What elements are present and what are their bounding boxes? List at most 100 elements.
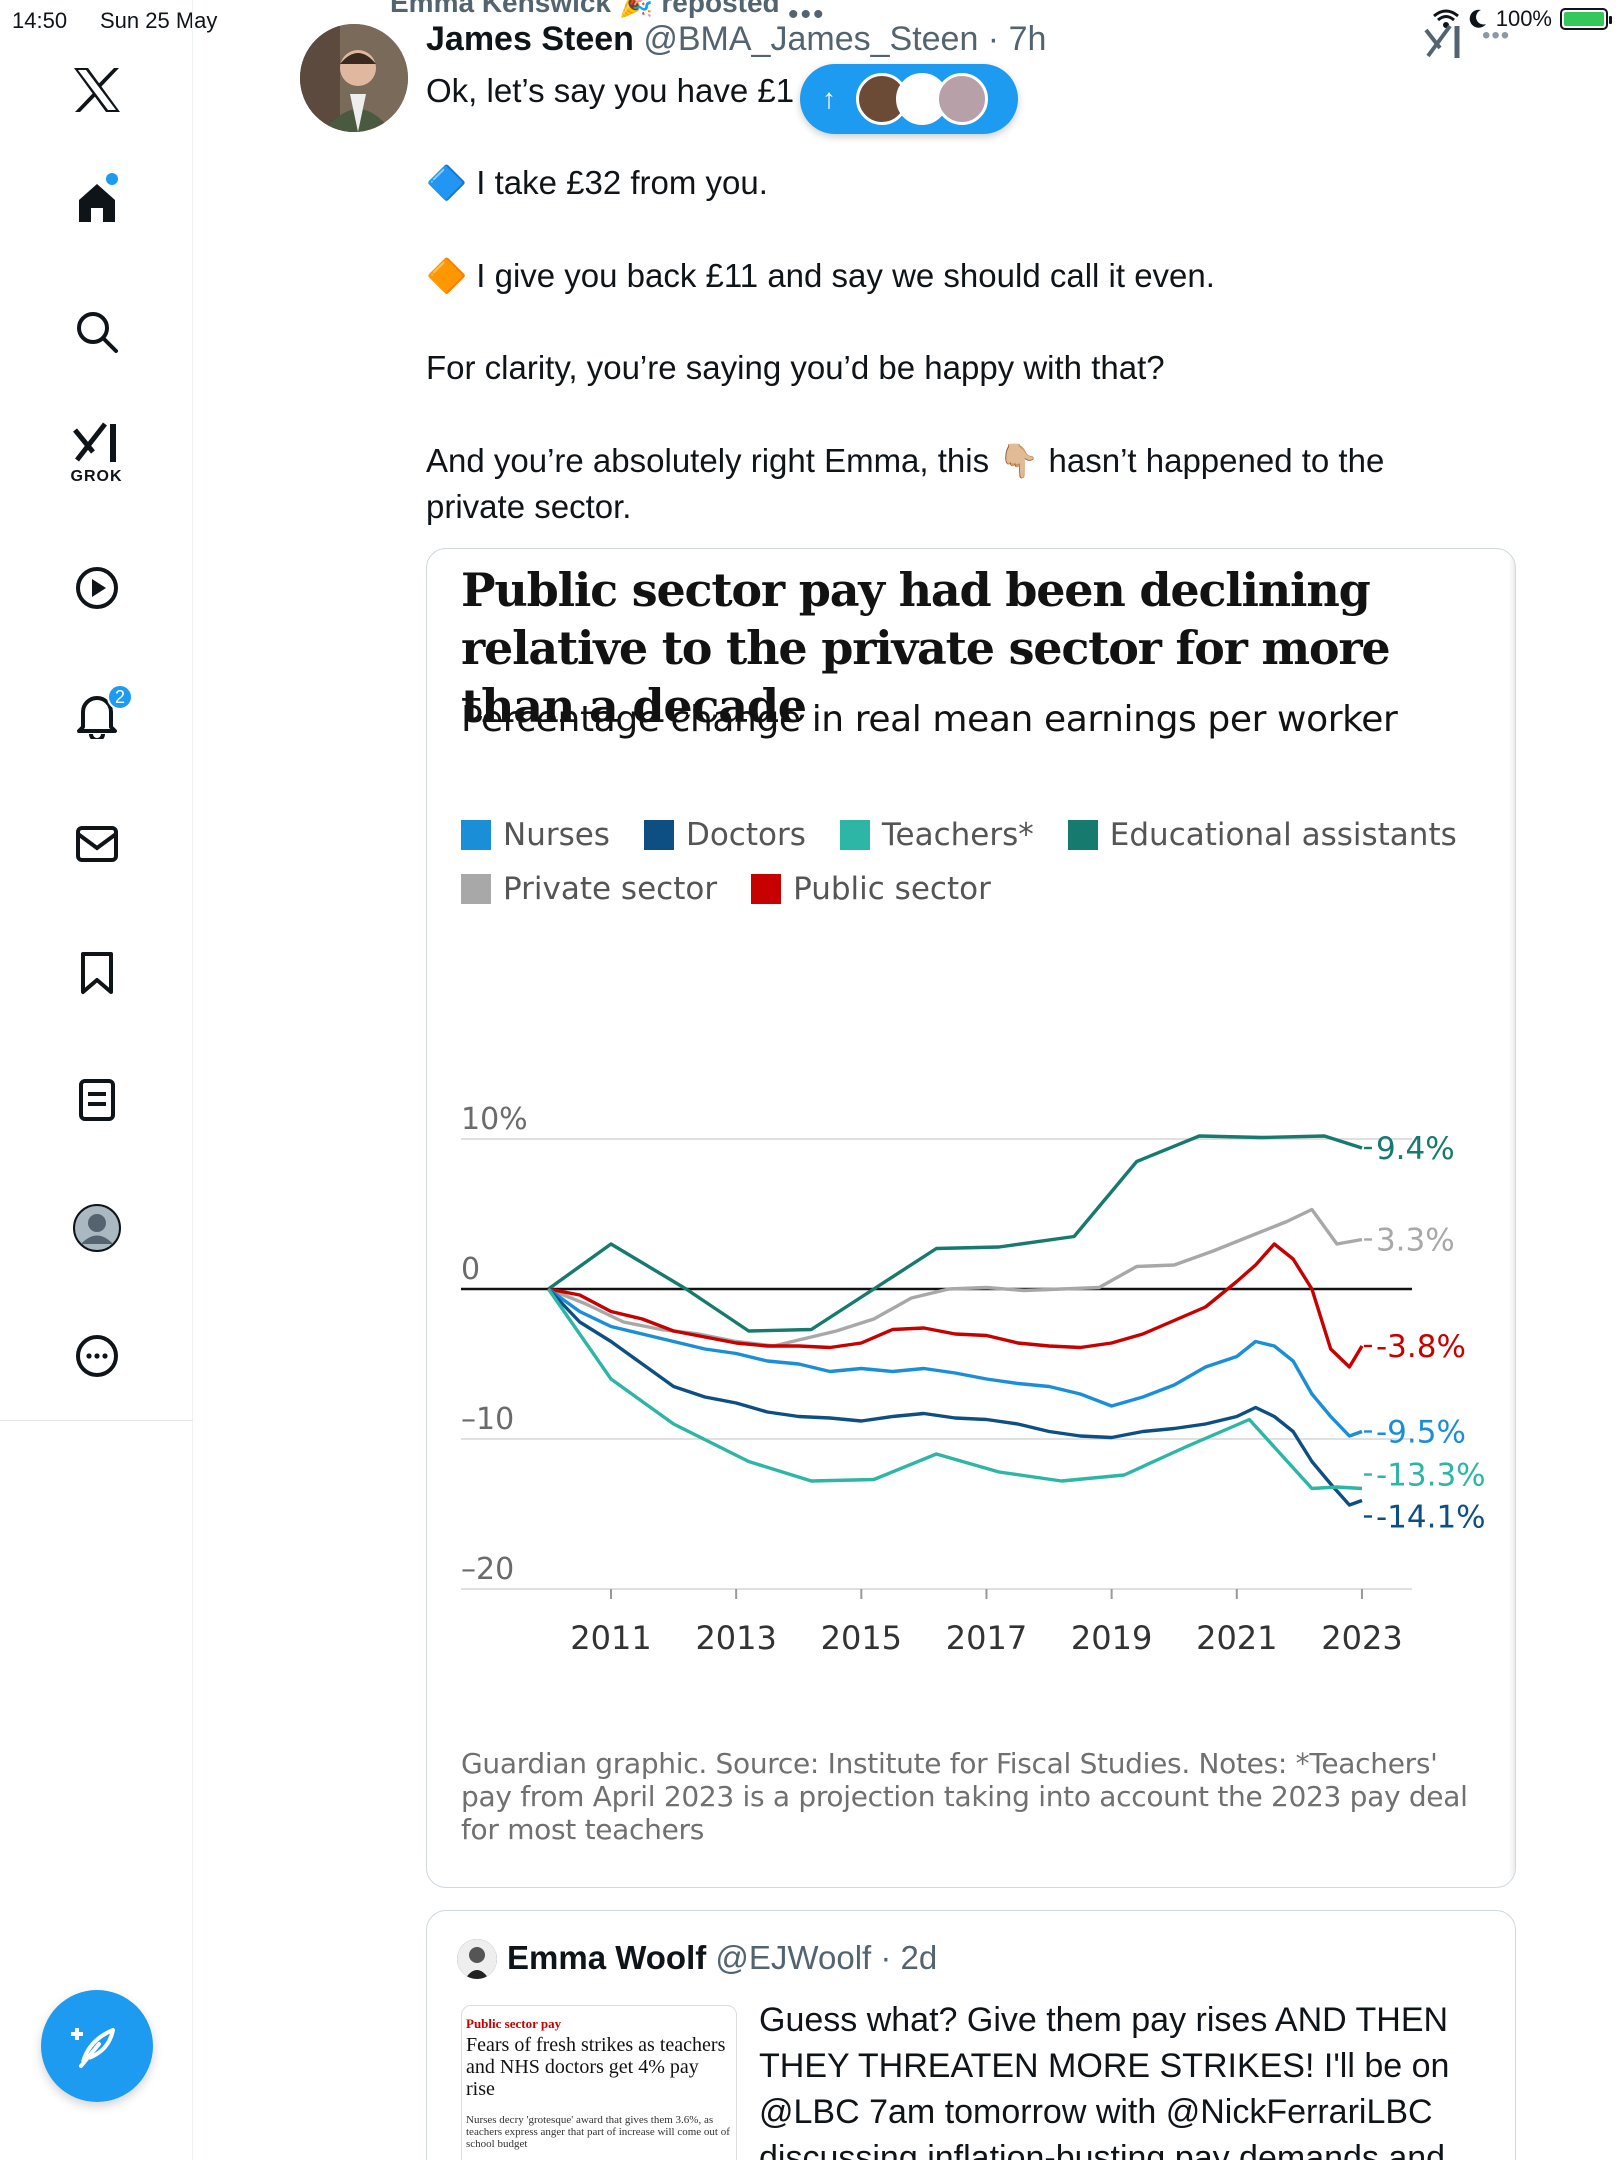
thumb-headline: Fears of fresh strikes as teachers and N… (466, 2034, 726, 2100)
nav-profile[interactable] (0, 1183, 193, 1273)
quote-author-name[interactable]: Emma Woolf (507, 1939, 707, 1976)
series-end-label: 3.3% (1376, 1223, 1455, 1259)
legend-swatch (751, 874, 782, 904)
legend-item: Educational assistants (1067, 817, 1457, 853)
legend-item: Public sector (751, 871, 991, 907)
status-bar: 14:50 Sun 25 May 100% (0, 0, 1620, 40)
search-icon (76, 312, 118, 353)
legend-label: Doctors (685, 817, 806, 853)
tweet-line-5: And you’re absolutely right Emma, this 👇… (426, 442, 1385, 525)
author-meta[interactable]: @BMA_James_Steen · 7h (643, 20, 1047, 58)
quote-text: Guess what? Give them pay rises AND THEN… (759, 2001, 1450, 2160)
nav-notifications[interactable]: 2 (0, 670, 193, 760)
series-line (547, 1134, 1363, 1333)
y-tick-label: 10% (461, 1102, 528, 1137)
y-tick-label: 0 (461, 1252, 480, 1287)
x-tick-label: 2015 (821, 1619, 902, 1657)
legend-swatch (461, 820, 491, 850)
x-tick-label: 2011 (570, 1619, 651, 1657)
quote-author-avatar[interactable] (457, 1939, 497, 1979)
sidebar: GROK 2 (0, 0, 193, 2160)
nav-messages[interactable] (0, 799, 193, 889)
series-line (547, 1287, 1363, 1507)
quoted-tweet[interactable]: Emma Woolf @EJWoolf · 2d Public sector p… (426, 1910, 1516, 2160)
nav-explore[interactable] (0, 287, 193, 377)
legend-item: Teachers* (839, 817, 1034, 853)
grok-explain-button[interactable] (1424, 20, 1464, 65)
battery-percent: 100% (1495, 6, 1552, 31)
tweet-line-1: Ok, let’s say you have £1 (426, 72, 795, 109)
compose-button[interactable] (41, 1990, 153, 2102)
tweet-line-4: For clarity, you’re saying you’d be happ… (426, 349, 1165, 386)
profile-avatar-icon (72, 1204, 121, 1252)
nav-grok[interactable]: GROK (0, 408, 193, 498)
more-circle-icon (75, 1335, 118, 1377)
author-avatar[interactable] (300, 24, 408, 132)
x-tick-label: 2017 (946, 1619, 1027, 1657)
wifi-icon (1432, 9, 1459, 28)
legend-label: Educational assistants (1109, 817, 1457, 853)
y-tick-label: –10 (461, 1402, 514, 1437)
series-line (547, 1288, 1363, 1491)
quote-author-row: Emma Woolf @EJWoolf · 2d (507, 1939, 937, 1977)
quote-article-thumbnail[interactable]: Public sector pay Fears of fresh strikes… (461, 2005, 737, 2160)
legend-item: Doctors (643, 817, 806, 853)
series-end-label: 9.4% (1376, 1131, 1455, 1167)
grok-icon (72, 422, 116, 462)
status-time: 14:50 (12, 8, 68, 33)
chart-plot: 10% 0 –10 –20 2011 2013 2015 2017 2019 2021 2023 9.… (461, 1102, 1486, 1657)
x-tick-label: 2021 (1196, 1619, 1277, 1657)
series-end-label: -3.8% (1376, 1329, 1466, 1365)
nav-lists[interactable] (0, 1055, 193, 1145)
play-icon (75, 567, 118, 609)
chart-notes: Guardian graphic. Source: Institute for … (461, 1747, 1468, 1846)
status-date: Sun 25 May (100, 8, 218, 33)
chart-legend-row-2: Private sector Public sector (461, 871, 1501, 907)
arrow-up-icon: ↑ (822, 83, 836, 114)
chart-subtitle: Percentage change in real mean earnings … (461, 699, 1398, 740)
tweet-more-icon[interactable]: ••• (788, 0, 826, 31)
grok-more-icon[interactable]: ••• (1482, 22, 1511, 49)
author-name[interactable]: James Steen (426, 20, 634, 58)
new-posts-pill[interactable]: ↑ (800, 64, 1018, 134)
quote-author-meta[interactable]: @EJWoolf · 2d (715, 1939, 938, 1976)
repost-line: Emma Kenswick 🎉 reposted (390, 0, 780, 18)
compose-feather-icon (71, 2028, 115, 2068)
author-row: James Steen @BMA_James_Steen · 7h (426, 20, 1046, 59)
chart-card[interactable]: Public sector pay had been declining rel… (426, 548, 1516, 1888)
x-logo-icon (73, 68, 120, 112)
mail-icon (75, 826, 118, 862)
battery-icon (1560, 8, 1612, 30)
series-end-label: -9.5% (1376, 1415, 1466, 1451)
pill-avatar-3 (936, 73, 988, 125)
nav-video[interactable] (0, 543, 193, 633)
nav-bookmarks[interactable] (0, 928, 193, 1018)
legend-label: Private sector (503, 871, 718, 907)
x-tick-label: 2019 (1071, 1619, 1152, 1657)
bookmark-icon (80, 952, 113, 994)
chart-image: Public sector pay had been declining rel… (427, 549, 1515, 1887)
legend-swatch (461, 874, 491, 904)
thumb-kicker: Public sector pay (466, 2016, 562, 2031)
pill-avatar-1 (856, 73, 908, 125)
legend-label: Teachers* (881, 817, 1034, 853)
grok-small-icon (1424, 24, 1460, 58)
grok-label: GROK (70, 468, 123, 485)
status-right: 100% (1432, 6, 1612, 32)
author-avatar-photo (300, 24, 408, 132)
thumb-standfirst: Nurses decry 'grotesque' award that give… (466, 2114, 730, 2150)
chart-title: Public sector pay had been declining rel… (461, 563, 1391, 733)
chart-legend-row-1: Nurses Doctors Teachers* Educational assist… (461, 817, 1501, 853)
quote-avatar-photo (457, 1939, 497, 1979)
x-logo[interactable] (0, 45, 193, 135)
y-tick-label: –20 (461, 1552, 514, 1587)
list-icon (78, 1079, 115, 1121)
nav-more[interactable] (0, 1311, 193, 1401)
legend-label: Nurses (503, 817, 610, 853)
series-end-label: -14.1% (1376, 1500, 1486, 1536)
moon-icon (1469, 9, 1486, 28)
tweet-line-3: 🔶 I give you back £11 and say we should … (426, 257, 1215, 294)
tweet-line-2: 🔷 I take £32 from you. (426, 164, 768, 201)
nav-home[interactable] (0, 157, 193, 247)
legend-swatch (643, 820, 674, 850)
